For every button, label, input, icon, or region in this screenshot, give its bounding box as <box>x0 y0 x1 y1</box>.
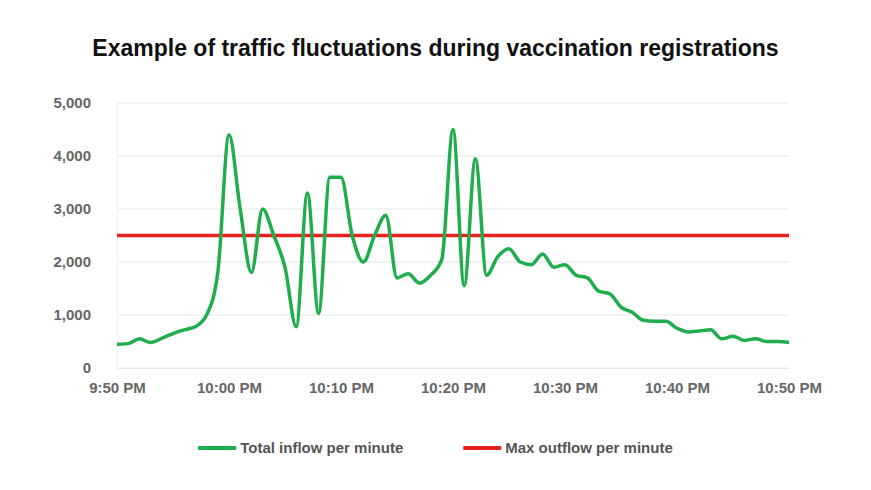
y-tick: 0 <box>83 359 117 376</box>
y-tick-label: 1,000 <box>53 306 91 323</box>
y-tick-label: 2,000 <box>53 253 91 270</box>
x-tick: 10:40 PM <box>645 368 710 396</box>
grid <box>117 103 789 368</box>
grid-line <box>117 103 789 104</box>
x-tick: 10:50 PM <box>757 368 822 396</box>
x-tick: 10:30 PM <box>533 368 598 396</box>
legend-label: Max outflow per minute <box>505 439 673 456</box>
grid-line <box>117 209 789 210</box>
y-tick: 4,000 <box>53 147 117 164</box>
x-tick-label: 9:50 PM <box>89 379 146 396</box>
y-tick: 5,000 <box>53 94 117 111</box>
series-line <box>117 130 789 345</box>
x-tick-label: 10:50 PM <box>757 379 822 396</box>
chart-container: Example of traffic fluctuations during v… <box>0 0 871 490</box>
chart-title: Example of traffic fluctuations during v… <box>92 35 778 61</box>
x-tick: 10:10 PM <box>309 368 374 396</box>
x-tick-label: 10:10 PM <box>309 379 374 396</box>
grid-line <box>117 156 789 157</box>
x-tick-label: 10:20 PM <box>421 379 486 396</box>
y-axis: 0 1,000 2,000 3,000 4,000 5,000 <box>53 94 117 376</box>
y-tick: 3,000 <box>53 200 117 217</box>
chart-svg: Example of traffic fluctuations during v… <box>0 0 871 490</box>
plot-area: 9:50 PM 10:00 PM 10:10 PM 10:20 PM 10:30 PM 1… <box>53 94 822 395</box>
y-tick-label: 5,000 <box>53 94 91 111</box>
x-tick: 9:50 PM <box>89 368 146 396</box>
x-axis: 9:50 PM 10:00 PM 10:10 PM 10:20 PM 10:30 PM 1… <box>89 368 822 396</box>
y-tick-label: 3,000 <box>53 200 91 217</box>
legend-item: Max outflow per minute <box>463 439 673 456</box>
grid-line <box>117 315 789 316</box>
x-tick: 10:20 PM <box>421 368 486 396</box>
legend-swatch <box>198 446 236 450</box>
legend-label: Total inflow per minute <box>240 439 403 456</box>
legend-swatch <box>463 446 501 450</box>
series-line <box>117 234 789 238</box>
x-tick-label: 10:00 PM <box>197 379 262 396</box>
legend-item: Total inflow per minute <box>198 439 403 456</box>
legend: Total inflow per minute Max outflow per m… <box>198 439 673 456</box>
grid-line <box>117 368 789 369</box>
x-tick: 10:00 PM <box>197 368 262 396</box>
x-axis-line <box>118 368 790 369</box>
x-tick-label: 10:40 PM <box>645 379 710 396</box>
y-tick-label: 0 <box>83 359 91 376</box>
y-tick: 2,000 <box>53 253 117 270</box>
x-tick-label: 10:30 PM <box>533 379 598 396</box>
y-tick: 1,000 <box>53 306 117 323</box>
y-tick-label: 4,000 <box>53 147 91 164</box>
series-group <box>117 130 789 345</box>
